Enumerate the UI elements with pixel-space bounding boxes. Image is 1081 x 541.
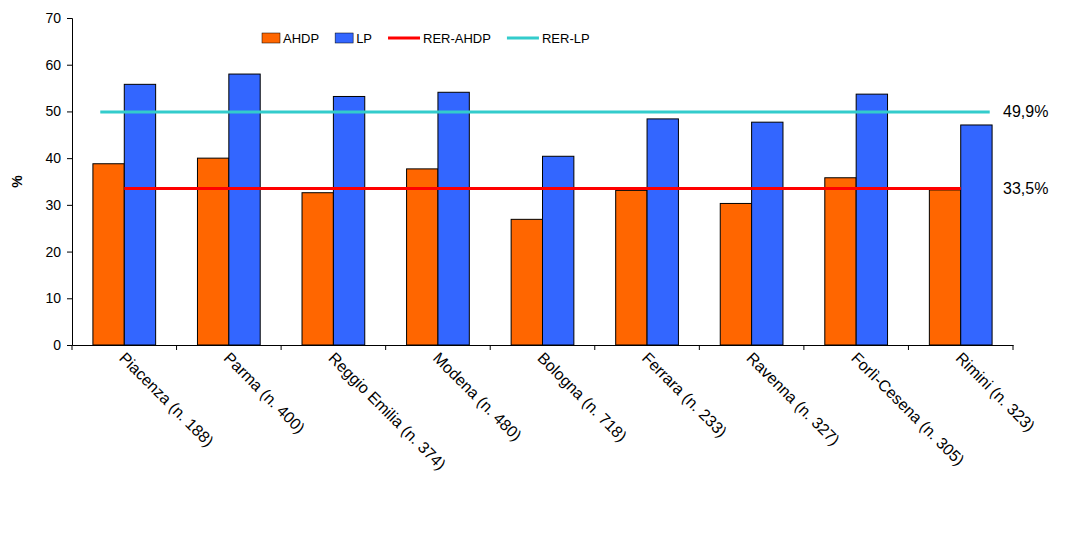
x-boundary-tick: [1013, 345, 1014, 350]
x-tick-label: Parma (n. 400): [221, 349, 308, 436]
x-boundary-tick: [490, 345, 491, 350]
x-tick: Forlì-Cesena (n. 305): [848, 345, 968, 469]
y-axis: 0 10 20 30 40 50 60 70: [45, 10, 72, 353]
x-boundary-tick: [699, 345, 700, 350]
legend-swatch: [507, 37, 539, 40]
y-tick-label: 40: [45, 150, 61, 166]
y-tick-label: 60: [45, 57, 61, 73]
bar: [93, 164, 124, 345]
marks: [93, 74, 992, 345]
x-axis: Piacenza (n. 188)Parma (n. 400)Reggio Em…: [72, 345, 1038, 473]
y-tick-label: 20: [45, 244, 61, 260]
bar: [961, 125, 992, 345]
y-tick-mark: [67, 111, 72, 112]
legend-swatch: [388, 37, 420, 40]
x-tick: Bologna (n. 718): [534, 345, 630, 445]
x-boundary-tick: [803, 345, 804, 350]
y-tick-mark: [67, 205, 72, 206]
bar: [752, 122, 783, 345]
bar: [438, 92, 469, 345]
y-tick-label: 50: [45, 103, 61, 119]
x-tick-label: Modena (n. 480): [430, 349, 525, 444]
legend-swatch: [335, 33, 353, 43]
x-boundary-tick: [72, 345, 73, 350]
y-tick-mark: [67, 252, 72, 253]
x-tick-label: Bologna (n. 718): [534, 349, 630, 445]
plot: 0 10 20 30 40 50 60 70 Piacenza (n. 188)Parma (n…: [45, 10, 1048, 473]
x-tick-label: Ferrara (n. 233): [639, 349, 730, 440]
y-tick-mark: [67, 345, 72, 346]
y-tick: 10: [45, 290, 72, 306]
legend-label: RER-LP: [542, 31, 590, 46]
bar: [929, 190, 960, 345]
x-boundary-tick: [281, 345, 282, 350]
bar: [124, 84, 155, 345]
legend-label: AHDP: [283, 31, 319, 46]
bar: [856, 94, 887, 345]
legend-item: RER-AHDP: [388, 31, 491, 46]
y-tick: 40: [45, 150, 72, 166]
reference-label: 49,9%: [1003, 103, 1048, 120]
y-tick: 70: [45, 10, 72, 26]
legend-item: LP: [335, 31, 372, 46]
legend-swatch: [262, 33, 280, 43]
legend: AHDP LP RER-AHDP RER-LP: [262, 31, 590, 46]
bar: [333, 96, 364, 345]
y-tick-label: 10: [45, 290, 61, 306]
x-boundary-tick: [385, 345, 386, 350]
bar: [229, 74, 260, 345]
y-tick: 20: [45, 244, 72, 260]
legend-label: RER-AHDP: [423, 31, 491, 46]
x-tick: Ferrara (n. 233): [639, 345, 730, 440]
x-boundary-tick: [176, 345, 177, 350]
bar: [511, 219, 542, 345]
y-tick-mark: [67, 298, 72, 299]
x-tick: Modena (n. 480): [430, 345, 525, 444]
chart: 0 10 20 30 40 50 60 70 Piacenza (n. 188)Parma (n…: [0, 0, 1081, 541]
y-tick-mark: [67, 18, 72, 19]
bar: [407, 169, 438, 345]
y-tick-label: 70: [45, 10, 61, 26]
bar: [825, 178, 856, 345]
x-boundary-tick: [594, 345, 595, 350]
bar: [197, 158, 228, 345]
y-tick: 60: [45, 57, 72, 73]
bar: [543, 156, 574, 345]
x-boundary-tick: [908, 345, 909, 350]
bar-series: [93, 158, 961, 345]
bar: [720, 203, 751, 345]
y-tick-mark: [67, 65, 72, 66]
x-tick-label: Forlì-Cesena (n. 305): [848, 349, 968, 469]
reference-line: [100, 110, 989, 113]
x-tick-label: Rimini (n. 323): [953, 349, 1039, 435]
y-tick-label: 0: [53, 337, 61, 353]
legend-item: RER-LP: [507, 31, 590, 46]
y-tick: 50: [45, 103, 72, 119]
x-tick: Rimini (n. 323): [953, 345, 1039, 435]
y-axis-line: [67, 19, 73, 346]
y-tick: 0: [53, 337, 72, 353]
bar: [616, 190, 647, 345]
bar-series: [124, 74, 992, 345]
x-tick-label: Ravenna (n. 327): [743, 349, 842, 448]
legend-item: AHDP: [262, 31, 319, 46]
bar: [302, 193, 333, 345]
reference-label: 33,5%: [1003, 180, 1048, 197]
legend-label: LP: [356, 31, 372, 46]
reference-line: [124, 187, 960, 190]
x-tick: Parma (n. 400): [221, 345, 308, 437]
x-tick: Reggio Emilia (n. 374): [325, 345, 449, 473]
bar: [647, 119, 678, 345]
y-axis-title: %: [9, 175, 25, 188]
x-tick: Piacenza (n. 188): [116, 345, 217, 450]
x-axis-line: [73, 345, 1014, 346]
x-tick-label: Reggio Emilia (n. 374): [325, 349, 449, 473]
x-tick-label: Piacenza (n. 188): [116, 349, 217, 450]
y-tick-mark: [67, 158, 72, 159]
x-tick: Ravenna (n. 327): [743, 345, 842, 449]
y-tick: 30: [45, 197, 72, 213]
y-tick-label: 30: [45, 197, 61, 213]
